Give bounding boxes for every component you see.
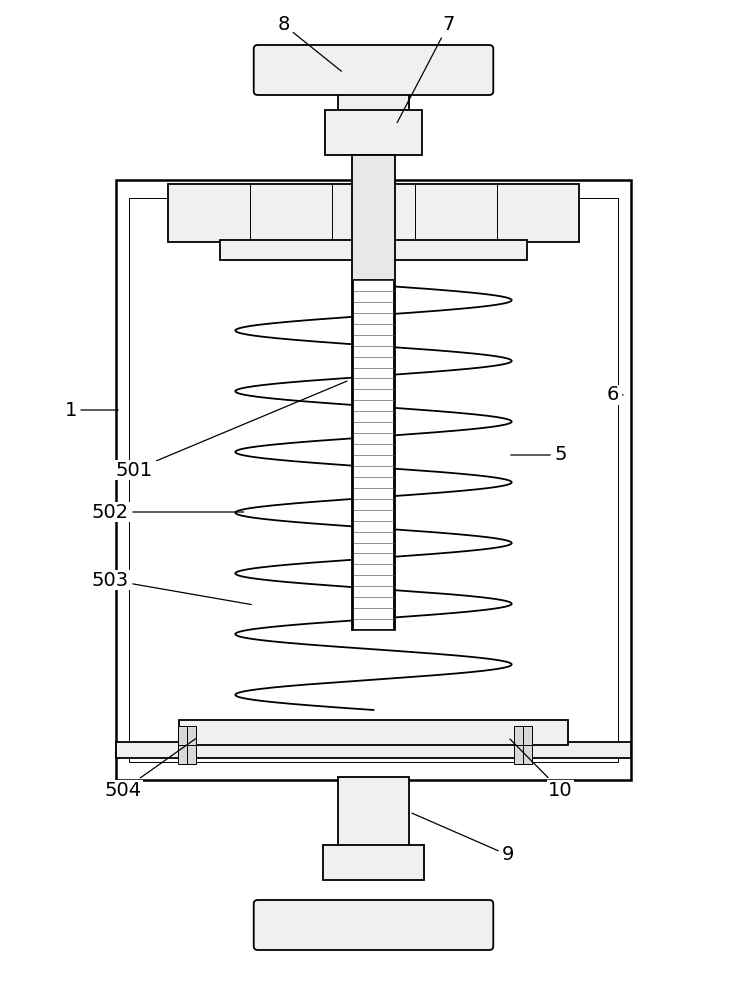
Bar — [220, 240, 527, 260]
Bar — [325, 110, 422, 155]
Text: 501: 501 — [116, 381, 347, 480]
Bar — [168, 184, 579, 242]
FancyBboxPatch shape — [254, 45, 493, 95]
Bar — [116, 180, 631, 780]
Text: 10: 10 — [510, 739, 572, 800]
Text: 9: 9 — [412, 813, 514, 864]
Bar — [338, 777, 409, 847]
Bar — [179, 720, 568, 745]
Bar — [129, 198, 618, 762]
Text: 502: 502 — [92, 502, 244, 522]
Text: 503: 503 — [92, 570, 251, 605]
Bar — [338, 70, 409, 112]
FancyBboxPatch shape — [254, 900, 493, 950]
Text: 504: 504 — [105, 739, 196, 800]
Bar — [178, 726, 196, 764]
Bar — [116, 742, 631, 758]
Text: 8: 8 — [278, 15, 341, 71]
Text: 6: 6 — [607, 385, 623, 404]
Text: 7: 7 — [397, 15, 454, 123]
Bar — [352, 155, 395, 630]
Text: 5: 5 — [511, 446, 566, 464]
Bar — [323, 845, 424, 880]
Text: 1: 1 — [65, 400, 118, 420]
Bar — [353, 280, 394, 630]
Bar — [514, 726, 532, 764]
